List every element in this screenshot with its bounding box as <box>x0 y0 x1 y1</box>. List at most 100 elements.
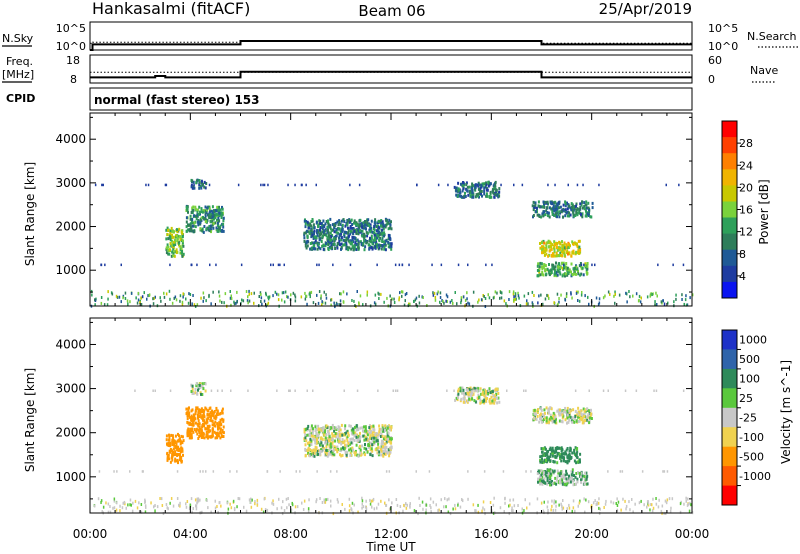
scatter-point <box>578 411 581 415</box>
scatter-point <box>447 183 449 187</box>
scatter-point <box>186 429 189 433</box>
scatter-point <box>182 292 184 296</box>
scatter-point <box>576 456 579 460</box>
scatter-point <box>329 499 332 503</box>
scatter-point <box>544 471 546 475</box>
scatter-point <box>191 391 194 395</box>
scatter-point <box>365 437 368 441</box>
scatter-point <box>378 238 381 242</box>
scatter-point <box>647 500 649 504</box>
scatter-point <box>537 262 540 266</box>
scatter-point <box>563 452 566 456</box>
scatter-point <box>604 502 607 506</box>
scatter-point <box>654 300 656 304</box>
scatter-point <box>542 251 545 254</box>
scatter-point <box>456 194 459 198</box>
scatter-point <box>561 455 563 459</box>
scatter-point <box>116 295 119 299</box>
scatter-point <box>475 193 478 197</box>
scatter-point <box>571 240 574 244</box>
scatter-point <box>568 474 570 478</box>
scatter-point <box>190 436 193 440</box>
scatter-point <box>359 229 361 233</box>
scatter-point <box>616 504 619 507</box>
scatter-point <box>191 263 193 267</box>
scatter-point <box>542 473 545 477</box>
scatter-point <box>201 417 204 420</box>
scatter-point <box>548 273 551 277</box>
scatter-point <box>533 416 536 420</box>
scatter-point <box>486 188 489 192</box>
scatter-point <box>191 417 194 421</box>
scatter-point <box>367 223 370 227</box>
scatter-point <box>635 292 638 296</box>
scatter-point <box>166 457 169 461</box>
scatter-point <box>104 263 106 267</box>
scatter-point <box>443 301 445 305</box>
scatter-point <box>558 474 561 478</box>
scatter-point <box>559 241 562 245</box>
scatter-point <box>121 506 124 510</box>
scatter-point <box>272 499 274 503</box>
scatter-point <box>302 508 305 511</box>
scatter-point <box>171 458 174 462</box>
scatter-point <box>319 237 322 241</box>
scatter-point <box>172 254 175 258</box>
scatter-point <box>316 470 318 473</box>
scatter-point <box>169 297 171 301</box>
scatter-point <box>201 424 204 427</box>
scatter-point <box>377 441 380 445</box>
scatter-point <box>556 273 559 277</box>
scatter-point <box>574 389 577 392</box>
scatter-point <box>317 452 319 456</box>
scatter-point <box>200 207 203 211</box>
scatter-point <box>359 431 361 435</box>
scatter-point <box>306 302 308 306</box>
scatter-point <box>377 243 380 247</box>
scatter-point <box>467 193 470 197</box>
scatter-point <box>354 434 357 438</box>
scatter-point <box>521 507 523 511</box>
scatter-point <box>357 438 360 442</box>
scatter-point <box>584 510 586 514</box>
scatter-point <box>355 424 358 428</box>
scatter-point <box>201 510 203 514</box>
scatter-point <box>338 303 340 307</box>
velocity-colorbar-tick-label: -25 <box>739 412 757 425</box>
scatter-point <box>482 399 485 403</box>
scatter-point <box>237 497 239 500</box>
scatter-point <box>313 438 316 442</box>
scatter-point <box>351 223 354 226</box>
scatter-point <box>488 195 491 199</box>
scatter-point <box>582 420 585 424</box>
scatter-point <box>352 248 355 252</box>
scatter-point <box>316 229 318 233</box>
scatter-point <box>315 448 317 452</box>
scatter-point <box>154 504 156 507</box>
scatter-point <box>233 300 235 304</box>
scatter-point <box>166 443 169 447</box>
scatter-point <box>200 186 203 190</box>
scatter-point <box>383 247 386 251</box>
scatter-point <box>469 392 472 396</box>
scatter-point <box>208 412 211 416</box>
scatter-point <box>328 241 331 245</box>
scatter-point <box>243 505 245 509</box>
scatter-point <box>542 453 545 457</box>
scatter-point <box>551 267 554 271</box>
scatter-point <box>610 500 612 504</box>
scatter-point <box>552 264 555 267</box>
scatter-point <box>678 183 680 187</box>
scatter-point <box>204 214 207 218</box>
scatter-point <box>571 451 574 455</box>
scatter-point <box>194 391 197 395</box>
scatter-point <box>470 187 473 191</box>
scatter-point <box>554 200 557 204</box>
scatter-point <box>218 211 221 215</box>
scatter-point <box>363 223 366 227</box>
scatter-point <box>195 384 198 388</box>
scatter-point <box>501 291 503 295</box>
scatter-point <box>310 290 313 294</box>
scatter-point <box>670 506 672 510</box>
velocity-colorbar-segment <box>722 388 737 409</box>
